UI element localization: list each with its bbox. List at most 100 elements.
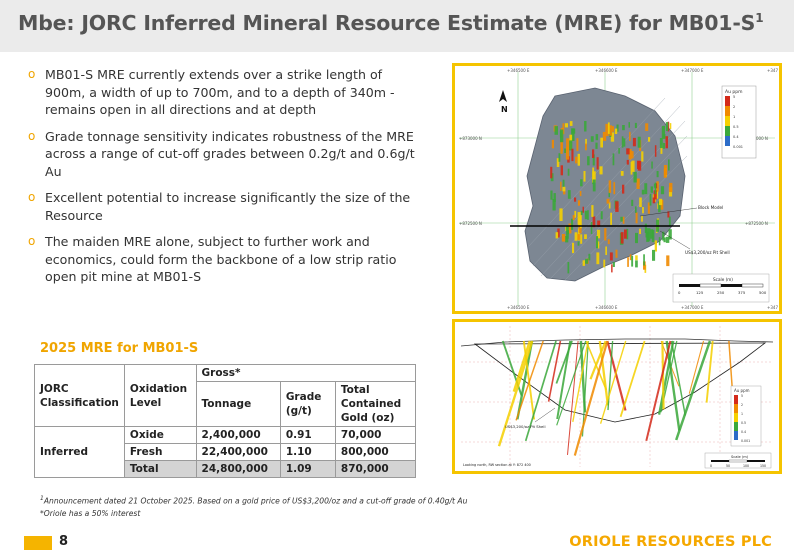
grade-block bbox=[577, 234, 580, 240]
grade-block bbox=[605, 246, 607, 255]
bullet-item: o The maiden MRE alone, subject to furthe… bbox=[28, 234, 397, 284]
grade-block bbox=[652, 249, 656, 261]
page-title: Mbe: JORC Inferred Mineral Resource Esti… bbox=[18, 11, 764, 35]
grade-block bbox=[656, 171, 659, 178]
grade-block bbox=[578, 225, 582, 234]
grade-block bbox=[618, 147, 620, 154]
grade-block bbox=[592, 149, 595, 158]
footnotes: 1Announcement dated 21 October 2025. Bas… bbox=[40, 493, 467, 520]
header-gold: Total Contained Gold (oz) bbox=[334, 381, 417, 427]
bullet-circle-icon: o bbox=[28, 190, 36, 204]
grade-block bbox=[561, 234, 566, 242]
northing-label: +873000 N bbox=[459, 136, 482, 141]
footnote-announcement: 1Announcement dated 21 October 2025. Bas… bbox=[40, 495, 468, 506]
section-legend-value: 1 bbox=[741, 412, 743, 416]
grade-blocks bbox=[550, 121, 673, 274]
grade-block bbox=[550, 190, 553, 200]
plan-legend: Au ppm 5 2 1 0.5 0.4 0.001 bbox=[721, 85, 757, 159]
grade-block bbox=[571, 148, 574, 162]
grade-block bbox=[587, 156, 590, 166]
grade-block bbox=[635, 212, 638, 224]
title-bar bbox=[0, 0, 794, 52]
grade-block bbox=[554, 126, 558, 135]
grade-block bbox=[633, 171, 637, 183]
section-looking-label: Looking north, RW section at Y: 872 400 bbox=[463, 463, 531, 467]
section-scale-tick: 150 bbox=[760, 464, 766, 468]
grade-block bbox=[656, 189, 659, 199]
grade-block bbox=[592, 216, 596, 228]
grade-block bbox=[650, 186, 653, 193]
grade-block bbox=[656, 181, 659, 192]
legend-value: 5 bbox=[733, 95, 735, 99]
grade-block bbox=[574, 232, 578, 241]
north-label: N bbox=[501, 105, 508, 114]
header-tonnage: Tonnage bbox=[195, 381, 281, 427]
cell-grade: 1.09 bbox=[279, 460, 336, 478]
grade-block bbox=[571, 218, 574, 230]
grade-block bbox=[632, 137, 636, 147]
grade-block bbox=[652, 197, 656, 204]
grade-block bbox=[637, 136, 641, 148]
grade-block bbox=[626, 159, 629, 165]
grade-block bbox=[577, 200, 581, 206]
grade-block bbox=[590, 222, 593, 234]
drill-trace bbox=[567, 340, 579, 455]
cell-grade: 1.10 bbox=[279, 443, 336, 461]
grade-block bbox=[568, 223, 572, 234]
scale-title: Scale (m) bbox=[713, 277, 733, 282]
grade-block bbox=[614, 128, 618, 134]
grade-block bbox=[611, 264, 613, 273]
grade-block bbox=[663, 168, 667, 178]
grade-block bbox=[661, 125, 665, 139]
cross-section-figure: US$3,200/oz Pit Shell Au ppm 5 2 1 0.5 0… bbox=[452, 319, 782, 474]
north-arrow-icon bbox=[499, 90, 507, 102]
grade-block bbox=[620, 216, 623, 222]
grade-block bbox=[636, 178, 640, 189]
company-name: ORIOLE RESOURCES PLC bbox=[569, 534, 772, 550]
grade-block bbox=[612, 262, 615, 267]
drill-trace bbox=[516, 340, 534, 420]
grade-block bbox=[626, 148, 630, 155]
grade-block bbox=[580, 210, 583, 215]
grade-block bbox=[654, 182, 657, 195]
grade-block bbox=[635, 260, 638, 268]
grade-block bbox=[608, 202, 611, 209]
grade-block bbox=[665, 236, 670, 243]
bullet-circle-icon: o bbox=[28, 128, 36, 143]
grade-block bbox=[644, 183, 648, 195]
header-oxidation: Oxidation Level bbox=[123, 364, 197, 427]
grade-block bbox=[571, 128, 575, 141]
legend-value: 2 bbox=[733, 105, 735, 109]
label-pit-shell: US$3,200/oz Pit Shell bbox=[685, 250, 730, 255]
grade-block bbox=[647, 228, 651, 241]
grade-block bbox=[628, 122, 630, 128]
grade-block bbox=[583, 171, 586, 182]
drill-trace bbox=[665, 340, 681, 431]
grade-block bbox=[559, 208, 563, 221]
cell-tonnage: 22,400,000 bbox=[195, 443, 281, 461]
grade-block bbox=[663, 237, 666, 243]
drill-trace bbox=[585, 340, 608, 391]
grade-block bbox=[563, 190, 566, 195]
drill-trace bbox=[555, 340, 573, 384]
grade-block bbox=[552, 198, 556, 211]
grade-block bbox=[666, 255, 670, 267]
drill-trace bbox=[497, 340, 534, 447]
drill-trace bbox=[606, 340, 627, 411]
grade-block bbox=[641, 189, 645, 195]
cell-gold: 870,000 bbox=[334, 460, 417, 478]
grade-block bbox=[620, 232, 624, 244]
easting-label: +347 bbox=[767, 68, 778, 73]
grade-block bbox=[635, 232, 638, 244]
grade-block bbox=[595, 142, 598, 149]
page-number: 8 bbox=[59, 534, 69, 549]
section-legend-value: 0.001 bbox=[741, 439, 750, 443]
grade-block bbox=[649, 193, 652, 206]
grade-block bbox=[639, 228, 641, 234]
easting-label: +346600 E bbox=[595, 68, 618, 73]
grade-block bbox=[577, 241, 580, 246]
grade-block bbox=[606, 198, 610, 204]
easting-label: +347000 E bbox=[681, 68, 704, 73]
cell-oxidation: Fresh bbox=[123, 443, 197, 461]
grade-block bbox=[565, 147, 569, 160]
